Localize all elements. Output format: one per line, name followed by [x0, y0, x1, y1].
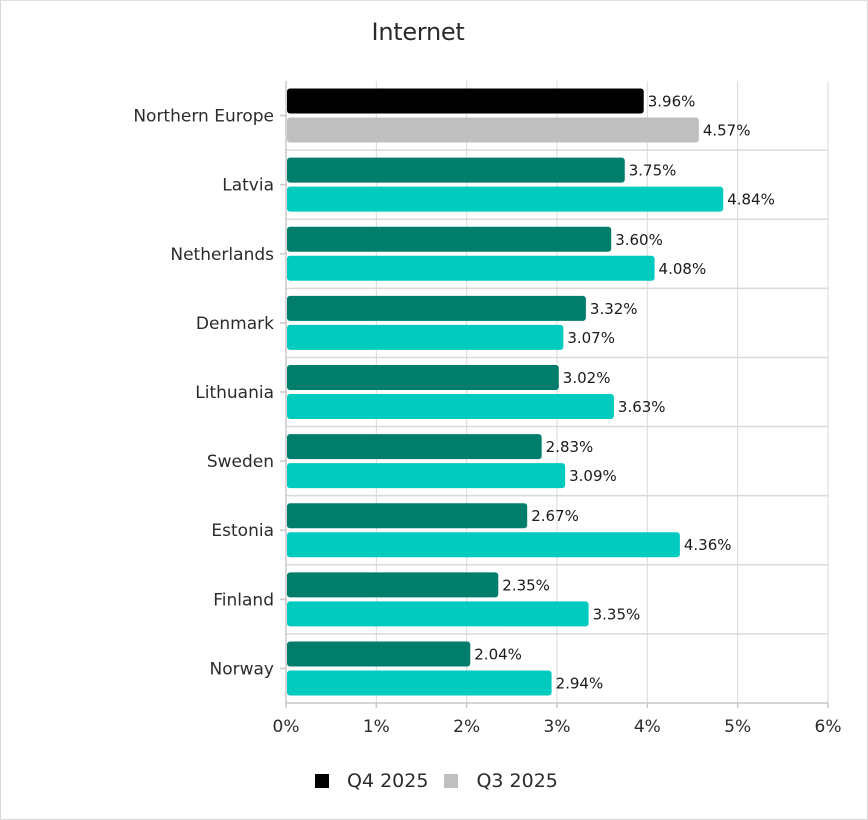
- data-label: 3.60%: [615, 231, 663, 249]
- bar-q4: [287, 434, 542, 460]
- legend-item-q4[interactable]: Q4 2025: [315, 770, 428, 792]
- data-label: 3.35%: [593, 605, 641, 623]
- data-label: 4.57%: [703, 122, 751, 140]
- bar-q4: [287, 503, 528, 529]
- legend: Q4 2025 Q3 2025: [315, 770, 574, 792]
- bar-q3: [287, 601, 589, 627]
- data-label: 3.75%: [629, 162, 677, 180]
- legend-swatch-q3: [444, 774, 459, 788]
- x-tick-label: 2%: [453, 717, 480, 737]
- data-label: 3.02%: [563, 369, 611, 387]
- bar-q3: [287, 186, 724, 212]
- bar-q3: [287, 117, 699, 143]
- legend-label-q3: Q3 2025: [476, 770, 558, 792]
- x-tick-label: 1%: [363, 717, 390, 737]
- category-label: Estonia: [211, 521, 274, 541]
- category-label: Latvia: [222, 176, 274, 196]
- category-label: Northern Europe: [133, 107, 274, 127]
- data-label: 2.04%: [474, 645, 522, 663]
- bar-q4: [287, 88, 644, 114]
- bar-q4: [287, 641, 471, 667]
- chart-title: Internet: [371, 18, 465, 46]
- x-tick-label: 3%: [544, 717, 571, 737]
- category-label: Lithuania: [195, 383, 274, 403]
- data-label: 2.67%: [531, 507, 579, 525]
- bar-q4: [287, 365, 559, 390]
- bar-q4: [287, 157, 625, 183]
- data-label: 4.36%: [684, 536, 732, 554]
- legend-label-q4: Q4 2025: [347, 770, 429, 792]
- data-label: 3.63%: [618, 398, 666, 416]
- category-label: Sweden: [207, 452, 274, 472]
- bar-q4: [287, 226, 612, 252]
- data-label: 2.83%: [546, 438, 594, 456]
- bar-q3: [287, 670, 552, 696]
- data-label: 4.08%: [659, 260, 707, 278]
- data-label: 3.32%: [590, 300, 638, 318]
- bar-q3: [287, 394, 614, 419]
- data-label: 2.94%: [556, 674, 604, 692]
- bar-q3: [287, 255, 655, 281]
- x-tick-label: 5%: [724, 717, 751, 737]
- category-label: Netherlands: [170, 245, 274, 265]
- bar-q4: [287, 572, 499, 598]
- data-label: 3.96%: [648, 93, 696, 111]
- x-tick-label: 4%: [634, 717, 661, 737]
- bar-q3: [287, 463, 566, 489]
- data-label: 2.35%: [502, 576, 550, 594]
- data-label: 4.84%: [727, 191, 775, 209]
- category-label: Finland: [213, 590, 274, 610]
- category-label: Denmark: [196, 314, 274, 334]
- legend-swatch-q4: [315, 774, 329, 788]
- bar-q3: [287, 324, 564, 350]
- bar-q4: [287, 295, 586, 321]
- bar-q3: [287, 532, 680, 558]
- data-label: 3.07%: [567, 329, 615, 347]
- data-label: 3.09%: [569, 467, 617, 485]
- x-tick-label: 6%: [815, 717, 842, 737]
- category-label: Norway: [210, 659, 275, 679]
- x-tick-label: 0%: [273, 717, 300, 737]
- legend-item-q3[interactable]: Q3 2025: [444, 770, 558, 792]
